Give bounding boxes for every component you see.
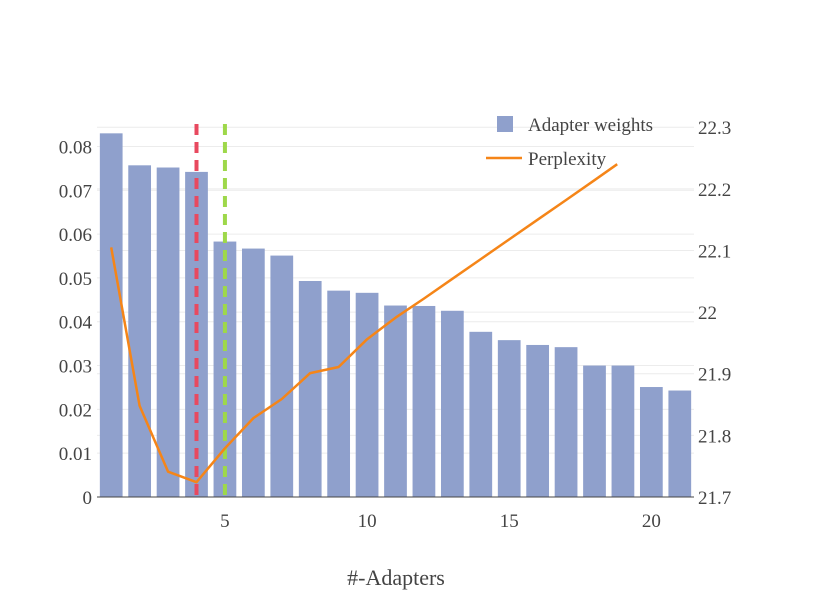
bar-adapter-9 [327, 290, 351, 497]
bar-adapter-3 [156, 167, 180, 497]
y-right-tick-label-0: 21.7 [698, 488, 731, 509]
bar-adapter-17 [554, 347, 578, 497]
bar-adapter-12 [412, 305, 436, 497]
x-tick-label-20: 20 [642, 511, 661, 532]
legend: Adapter weights Perplexity [486, 115, 653, 170]
y-left-tick-label-2: 0.02 [59, 400, 92, 421]
bar-adapter-20 [639, 387, 663, 497]
bar-adapter-18 [583, 365, 606, 497]
y-right-tick-label-6: 22.3 [698, 118, 731, 139]
bar-adapter-1 [99, 133, 123, 497]
y-left-tick-label-3: 0.03 [59, 357, 92, 378]
x-tick-label-5: 5 [220, 511, 230, 532]
bar-adapter-16 [526, 344, 550, 497]
y-left-tick-label-4: 0.04 [59, 313, 93, 334]
bar-adapter-10 [355, 292, 379, 497]
adapter-weight-bars [99, 133, 692, 497]
y-left-tick-label-6: 0.06 [59, 225, 92, 246]
bar-adapter-4 [185, 171, 208, 497]
perplexity-line-layer [109, 163, 618, 484]
legend-swatch-adapter-weights [497, 116, 513, 132]
reference-lines [194, 124, 227, 497]
bar-adapter-19 [611, 365, 635, 497]
bar-adapter-15 [497, 340, 521, 497]
axes: 5 10 15 20 0 0.01 0.02 0.03 0.04 0.05 0.06 0.07 0.08… [59, 118, 732, 532]
bar-adapter-21 [668, 390, 692, 497]
y-right-tick-label-4: 22.1 [698, 241, 731, 262]
y-left-tick-label-8: 0.08 [59, 137, 92, 158]
x-tick-label-15: 15 [500, 511, 519, 532]
y-left-tick-label-0: 0 [83, 488, 93, 509]
perplexity-line [109, 163, 618, 484]
bar-adapter-14 [469, 331, 493, 497]
x-axis-title: #-Adapters [347, 565, 445, 590]
y-right-tick-label-2: 21.9 [698, 365, 731, 386]
y-right-tick-label-3: 22 [698, 303, 717, 324]
y-left-tick-label-5: 0.05 [59, 269, 92, 290]
bar-adapter-11 [384, 305, 407, 497]
x-tick-label-10: 10 [358, 511, 377, 532]
y-right-tick-label-1: 21.8 [698, 426, 731, 447]
legend-label-adapter-weights: Adapter weights [528, 115, 653, 136]
y-left-tick-label-7: 0.07 [59, 181, 92, 202]
bar-adapter-2 [128, 165, 152, 497]
y-left-tick-label-1: 0.01 [59, 444, 92, 465]
bar-adapter-13 [440, 310, 464, 497]
bar-adapter-6 [241, 248, 265, 497]
bar-adapter-8 [298, 280, 322, 497]
bar-adapter-5 [213, 241, 237, 497]
legend-label-perplexity: Perplexity [528, 149, 607, 170]
bar-adapter-7 [270, 255, 294, 497]
y-right-tick-label-5: 22.2 [698, 180, 731, 201]
